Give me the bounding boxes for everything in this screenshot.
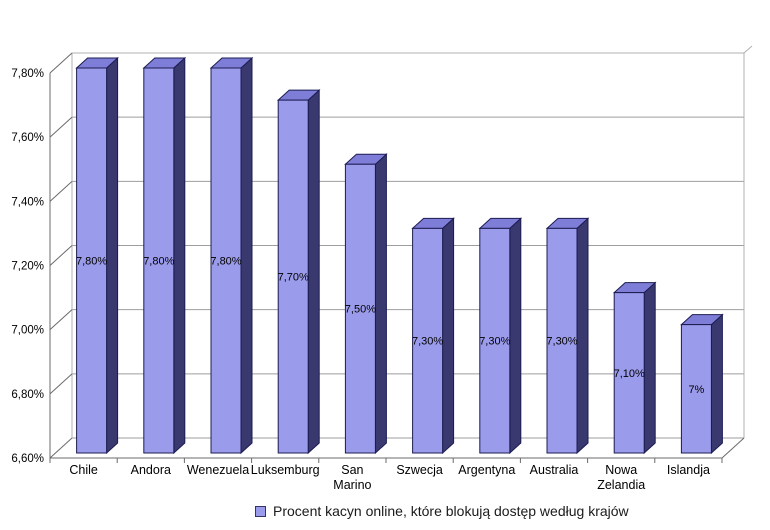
y-tick-connector: [49, 373, 73, 395]
bar-front-face: [143, 67, 175, 454]
bar-front-face: [479, 227, 511, 454]
bar-front-face: [210, 67, 242, 454]
x-category-label: Chile: [69, 463, 98, 477]
bar-side-face: [576, 217, 589, 455]
bar: [142, 56, 187, 455]
bar-side-face: [307, 88, 320, 455]
bar: [478, 217, 523, 455]
x-category-label: Nowa: [605, 463, 637, 477]
y-tick-connector: [49, 245, 73, 266]
y-tick-label: 6,60%: [11, 453, 44, 465]
bar-side-face: [106, 56, 119, 455]
bar-chart: 7,80% 7,60% 7,40% 7,20% 7,00% 6,80% 6,60% 7,80%…: [11, 45, 753, 492]
bar-side-face: [442, 217, 455, 455]
x-category-label: Argentyna: [458, 463, 515, 477]
bar-front-face: [344, 163, 376, 454]
x-category-label: Andora: [131, 463, 171, 477]
y-tick-connector: [49, 309, 73, 331]
bar: [612, 281, 657, 455]
x-category-label: Wenezuela: [187, 463, 249, 477]
bar-front-face: [546, 227, 578, 454]
x-category-label: Luksemburg: [251, 463, 320, 477]
x-category-label: Islandja: [667, 463, 710, 477]
bar-side-face: [509, 217, 522, 455]
bar-data-label: 7,30%: [479, 336, 510, 348]
x-category-label: Australia: [530, 463, 579, 477]
bar-front-face: [613, 292, 645, 454]
y-tick-connector: [49, 52, 73, 74]
x-category-label: Zelandia: [597, 478, 645, 492]
y-tick-label: 6,80%: [11, 389, 44, 401]
bar: [276, 88, 321, 455]
x-category-label: Marino: [333, 478, 371, 492]
bar-data-label: 7,80%: [143, 256, 174, 268]
bar-front-face: [277, 99, 309, 454]
bar: [545, 217, 590, 455]
bar: [75, 56, 119, 455]
bar-front-face: [76, 67, 108, 454]
bar: [209, 56, 254, 455]
y-tick-label: 7,40%: [11, 196, 44, 208]
y-tick-label: 7,00%: [11, 325, 44, 337]
bar: [680, 313, 724, 455]
bar-front-face: [412, 227, 444, 454]
legend-square-icon: [255, 505, 266, 517]
bar-data-label: 7,30%: [546, 336, 577, 348]
y-tick-label: 7,20%: [11, 261, 44, 273]
bar-data-label: 7,50%: [345, 304, 376, 316]
bar-data-label: 7,80%: [76, 256, 107, 268]
bar-side-face: [643, 281, 656, 455]
y-tick-connector: [49, 180, 73, 202]
bar-data-label: 7,30%: [412, 336, 443, 348]
bar-side-face: [374, 153, 387, 455]
legend-label: Procent kacyn online, które blokują dost…: [273, 503, 629, 519]
wall-corner-tick: [743, 45, 753, 54]
bar-data-label: 7,10%: [614, 368, 645, 380]
bar-data-label: 7%: [688, 384, 704, 396]
bar: [344, 153, 388, 455]
floor-right-edge: [721, 437, 745, 459]
bar-side-face: [710, 313, 723, 455]
bar-side-face: [173, 56, 186, 455]
bar-front-face: [680, 324, 712, 454]
bar-data-label: 7,80%: [210, 256, 241, 268]
bar-side-face: [240, 56, 253, 455]
bar: [411, 217, 455, 455]
y-tick-label: 7,80%: [11, 68, 44, 80]
x-category-label: San: [341, 463, 363, 477]
legend: Procent kacyn online, które blokują dost…: [255, 503, 629, 519]
y-tick-label: 7,60%: [11, 132, 44, 144]
x-category-label: Szwecja: [396, 463, 443, 477]
y-tick-connector: [49, 437, 73, 459]
y-tick-connector: [49, 116, 73, 138]
bar-data-label: 7,70%: [278, 272, 309, 284]
